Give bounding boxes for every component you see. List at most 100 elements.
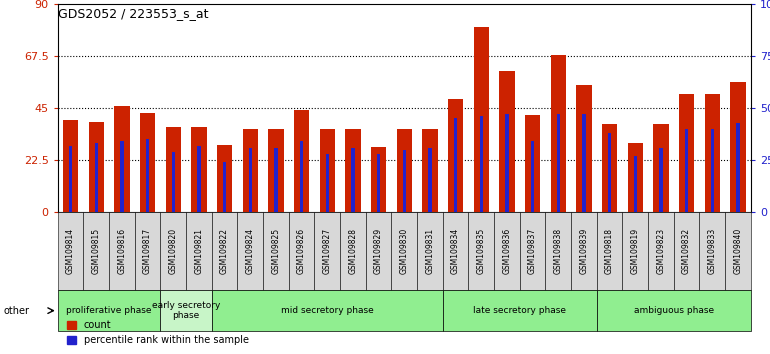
Bar — [711, 129, 714, 212]
Text: proliferative phase: proliferative phase — [66, 306, 152, 315]
Text: ambiguous phase: ambiguous phase — [634, 306, 714, 315]
Bar — [474, 27, 489, 212]
Text: GSM109829: GSM109829 — [374, 228, 383, 274]
Bar — [531, 141, 534, 212]
Bar — [223, 162, 226, 212]
Bar — [326, 154, 329, 212]
Bar — [191, 126, 206, 212]
Bar — [525, 115, 541, 212]
Bar — [135, 212, 160, 290]
Text: late secretory phase: late secretory phase — [474, 306, 566, 315]
Bar — [597, 290, 751, 331]
Bar — [628, 143, 643, 212]
Bar — [520, 212, 545, 290]
Text: GSM109815: GSM109815 — [92, 228, 101, 274]
Bar — [443, 290, 597, 331]
Bar — [268, 129, 283, 212]
Text: GSM109817: GSM109817 — [143, 228, 152, 274]
Bar — [468, 212, 494, 290]
Bar — [725, 212, 751, 290]
Text: GSM109820: GSM109820 — [169, 228, 178, 274]
Bar — [166, 126, 181, 212]
Bar — [314, 212, 340, 290]
Bar — [679, 94, 695, 212]
Bar — [217, 145, 233, 212]
Text: GSM109826: GSM109826 — [297, 228, 306, 274]
Text: GSM109834: GSM109834 — [451, 228, 460, 274]
Bar — [705, 94, 720, 212]
Bar — [736, 122, 740, 212]
Bar — [212, 290, 443, 331]
Text: GSM109837: GSM109837 — [528, 228, 537, 274]
Bar — [351, 148, 355, 212]
Bar — [397, 129, 412, 212]
Bar — [557, 114, 560, 212]
Bar — [730, 82, 745, 212]
Text: GSM109832: GSM109832 — [682, 228, 691, 274]
Bar — [237, 212, 263, 290]
Bar — [160, 290, 212, 331]
Bar — [58, 212, 83, 290]
Bar — [377, 154, 380, 212]
Bar — [89, 122, 104, 212]
Text: GSM109836: GSM109836 — [502, 228, 511, 274]
Text: other: other — [4, 306, 30, 316]
Bar — [659, 148, 663, 212]
Bar — [422, 129, 437, 212]
Bar — [699, 212, 725, 290]
Bar — [448, 99, 464, 212]
Bar — [648, 212, 674, 290]
Bar — [114, 105, 129, 212]
Bar — [340, 212, 366, 290]
Bar — [551, 55, 566, 212]
Bar — [289, 212, 314, 290]
Text: early secretory
phase: early secretory phase — [152, 301, 220, 320]
Bar — [371, 147, 387, 212]
Bar — [602, 124, 618, 212]
Text: GSM109821: GSM109821 — [194, 228, 203, 274]
Legend: count, percentile rank within the sample: count, percentile rank within the sample — [62, 316, 253, 349]
Bar — [186, 212, 212, 290]
Text: GSM109839: GSM109839 — [579, 228, 588, 274]
Bar — [417, 212, 443, 290]
Bar — [428, 148, 432, 212]
Bar — [63, 120, 79, 212]
Bar — [320, 129, 335, 212]
Bar — [263, 212, 289, 290]
Text: GSM109819: GSM109819 — [631, 228, 640, 274]
Bar — [274, 148, 278, 212]
Bar — [109, 212, 135, 290]
Bar — [146, 139, 149, 212]
Bar — [653, 124, 668, 212]
Bar — [120, 141, 124, 212]
Bar — [454, 118, 457, 212]
Bar — [58, 290, 160, 331]
Bar — [571, 212, 597, 290]
Bar — [685, 129, 688, 212]
Bar — [69, 145, 72, 212]
Bar — [294, 110, 310, 212]
Text: GSM109828: GSM109828 — [348, 228, 357, 274]
Text: GSM109833: GSM109833 — [708, 228, 717, 274]
Bar — [494, 212, 520, 290]
Bar — [197, 145, 201, 212]
Bar — [249, 148, 252, 212]
Text: GSM109831: GSM109831 — [425, 228, 434, 274]
Text: GSM109827: GSM109827 — [323, 228, 332, 274]
Bar — [243, 129, 258, 212]
Text: GSM109816: GSM109816 — [117, 228, 126, 274]
Bar — [443, 212, 468, 290]
Bar — [160, 212, 186, 290]
Bar — [499, 71, 514, 212]
Bar — [582, 114, 586, 212]
Bar — [366, 212, 391, 290]
Bar — [634, 156, 637, 212]
Bar — [391, 212, 417, 290]
Text: GSM109814: GSM109814 — [66, 228, 75, 274]
Text: GSM109824: GSM109824 — [246, 228, 255, 274]
Bar — [545, 212, 571, 290]
Bar — [345, 129, 360, 212]
Text: GSM109818: GSM109818 — [605, 228, 614, 274]
Bar — [212, 212, 237, 290]
Text: GSM109840: GSM109840 — [733, 228, 742, 274]
